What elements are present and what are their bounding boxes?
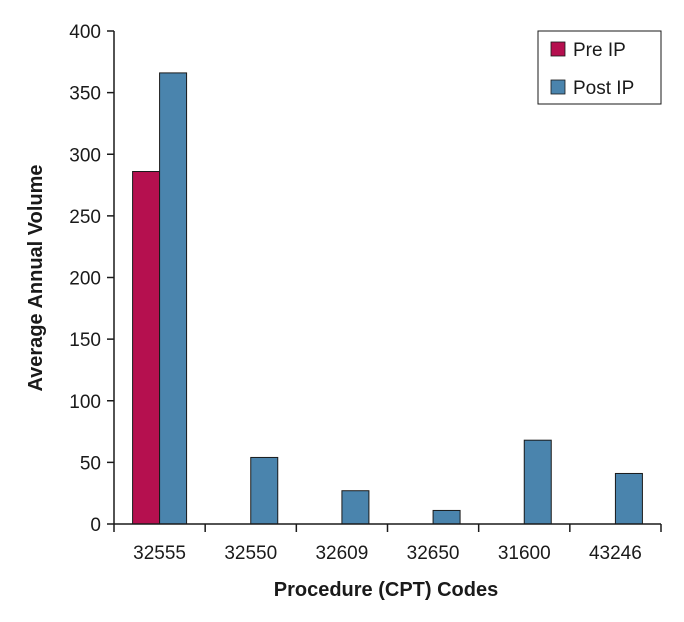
bar-post-ip-32550 [250,456,279,525]
legend-label-pre-ip: Pre IP [573,40,626,61]
x-tick-label: 32609 [315,543,368,564]
bar-post-ip-32650 [432,509,461,525]
x-tick-label: 43246 [589,543,642,564]
x-axis-title: Procedure (CPT) Codes [274,579,498,601]
y-tick-label: 100 [69,392,101,413]
x-tick-label: 31600 [498,543,551,564]
bar-pre-ip-32555 [132,171,161,525]
y-tick-label: 350 [69,84,101,105]
y-tick-label: 250 [69,207,101,228]
x-tick-label: 32555 [133,543,186,564]
y-tick-label: 150 [69,330,101,351]
legend-swatch-pre-ip [550,41,566,57]
x-axis-ticks: 32555 32550 32609 32650 31600 43246 [113,524,662,564]
legend-label-post-ip: Post IP [573,78,634,99]
bar-post-ip-31600 [523,439,552,525]
legend: Pre IP Post IP [537,30,662,105]
x-tick-label: 32650 [407,543,460,564]
bar-post-ip-32609 [341,490,370,525]
y-axis-title: Average Annual Volume [25,164,47,391]
legend-swatch-post-ip [550,79,566,95]
y-tick-label: 400 [69,22,101,43]
bar-post-ip-32555 [159,72,188,525]
y-tick-label: 50 [80,453,101,474]
bars [132,72,643,525]
x-tick-label: 32550 [224,543,277,564]
y-tick-label: 300 [69,145,101,166]
y-axis-ticks: 0 50 100 150 200 250 300 350 400 [69,22,114,536]
y-tick-label: 200 [69,269,101,290]
bar-post-ip-43246 [614,472,643,525]
y-tick-label: 0 [90,515,101,536]
